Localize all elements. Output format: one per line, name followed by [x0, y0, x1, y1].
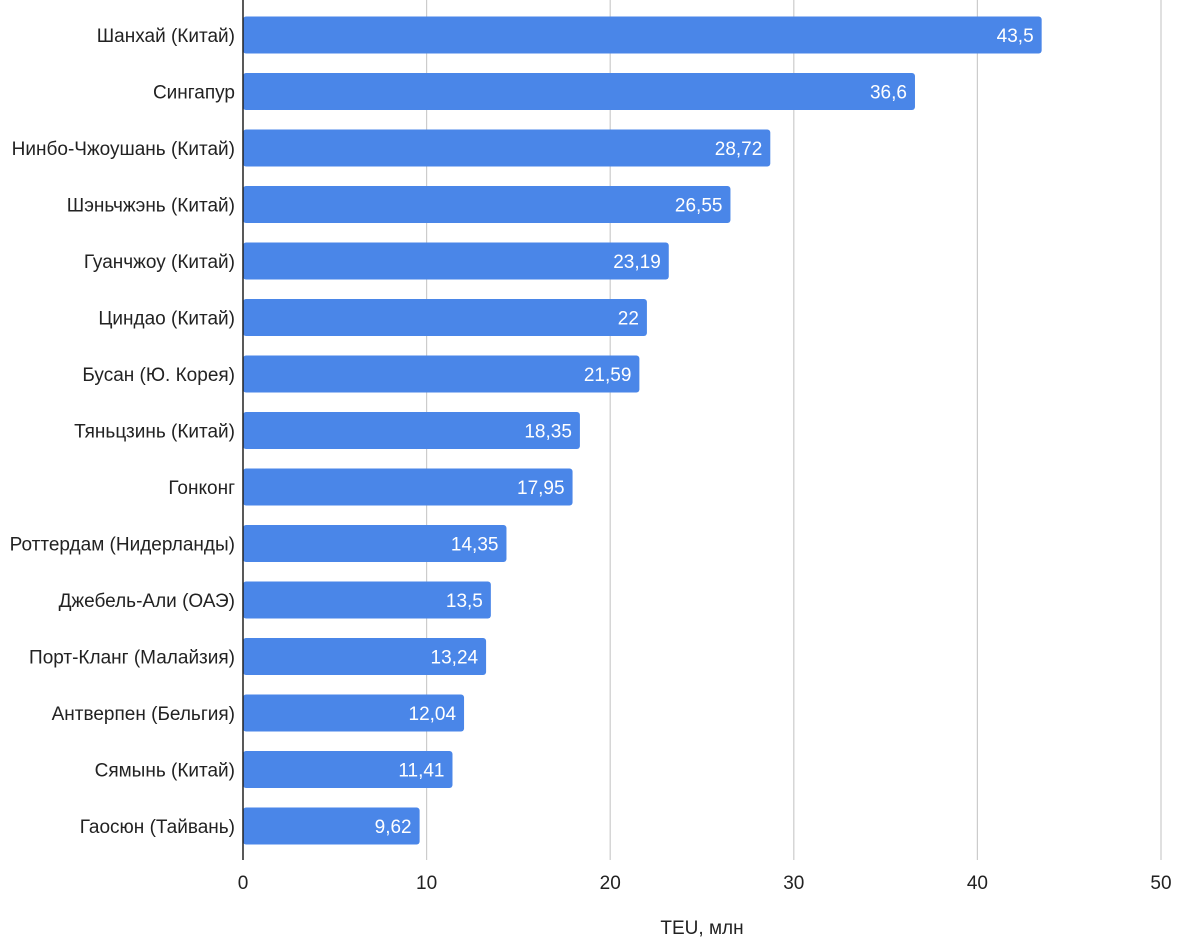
bar: [243, 412, 580, 449]
x-axis-title: TEU, млн: [660, 918, 743, 939]
bar: [243, 355, 640, 393]
category-label: Сямынь (Китай): [95, 761, 235, 782]
bar: [243, 242, 669, 280]
bar-value-label: 9,62: [375, 817, 412, 838]
x-tick-label: 50: [1150, 873, 1171, 894]
category-label: Шэньчжэнь (Китай): [67, 196, 235, 217]
category-label: Порт-Кланг (Малайзия): [29, 648, 235, 669]
x-tick-labels: 0 10 20 30 40 50: [238, 873, 1172, 894]
bar-value-label: 12,04: [409, 704, 457, 725]
category-label: Гаосюн (Тайвань): [80, 817, 235, 838]
bar-value-label: 13,24: [431, 648, 479, 669]
category-label: Гонконг: [168, 478, 235, 499]
bar-value-label: 13,5: [446, 591, 483, 612]
bars: 43,5 36,6 28,72 26,55 23,19 22 21,59 18,35 17,95…: [242, 0, 1042, 860]
category-label: Циндао (Китай): [98, 309, 235, 330]
bar: [243, 751, 453, 788]
bar-value-label: 11,41: [398, 761, 444, 782]
category-label: Джебель-Али (ОАЭ): [59, 591, 235, 612]
bar: [243, 468, 573, 506]
bar-value-label: 23,19: [613, 252, 661, 273]
bar: [243, 581, 491, 619]
x-tick-label: 0: [238, 873, 249, 894]
category-label: Тяньцзинь (Китай): [74, 422, 235, 443]
bar-value-label: 21,59: [584, 365, 632, 386]
bar: [243, 73, 915, 110]
x-tick-label: 10: [416, 873, 437, 894]
bar-value-label: 43,5: [997, 26, 1034, 47]
category-labels: Шанхай (Китай) Сингапур Нинбо-Чжоушань (Ки…: [10, 26, 235, 838]
category-label: Гуанчжоу (Китай): [84, 252, 235, 273]
bar: [243, 525, 507, 562]
bar: [243, 638, 487, 675]
bar-value-label: 14,35: [451, 535, 499, 556]
bar: [243, 694, 465, 732]
x-tick-label: 30: [783, 873, 804, 894]
category-label: Антверпен (Бельгия): [52, 704, 235, 725]
bar-value-label: 36,6: [870, 83, 907, 104]
bar-value-label: 18,35: [524, 422, 572, 443]
category-label: Бусан (Ю. Корея): [82, 365, 235, 386]
category-label: Роттердам (Нидерланды): [10, 535, 235, 556]
bar: [243, 186, 731, 223]
bar-value-label: 28,72: [715, 139, 763, 160]
bar: [243, 16, 1042, 54]
x-tick-label: 20: [600, 873, 621, 894]
bar: [243, 299, 647, 336]
bar-value-label: 26,55: [675, 196, 723, 217]
bar: [243, 807, 420, 845]
category-label: Шанхай (Китай): [97, 26, 235, 47]
bar-value-label: 17,95: [517, 478, 565, 499]
category-label: Сингапур: [153, 83, 235, 104]
x-tick-label: 40: [967, 873, 988, 894]
category-label: Нинбо-Чжоушань (Китай): [12, 139, 235, 160]
bar: [243, 129, 771, 167]
bar-value-label: 22: [618, 309, 639, 330]
